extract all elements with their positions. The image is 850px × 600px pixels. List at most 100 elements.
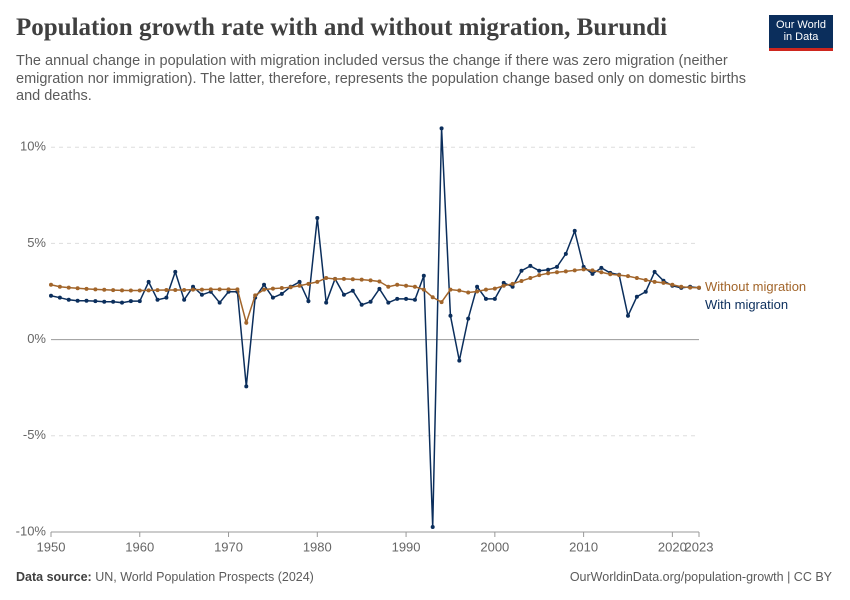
data-point <box>510 284 515 289</box>
data-point <box>315 216 320 221</box>
data-point <box>563 251 568 256</box>
data-point <box>412 284 417 289</box>
data-point <box>608 272 613 277</box>
data-point <box>315 279 320 284</box>
data-point <box>111 288 116 293</box>
data-point <box>670 282 675 287</box>
data-point <box>537 268 542 273</box>
data-point <box>191 287 196 292</box>
data-point <box>643 289 648 294</box>
data-point <box>368 278 373 283</box>
data-point <box>634 294 639 299</box>
data-point <box>182 297 187 302</box>
data-point <box>279 291 284 296</box>
data-point <box>421 287 426 292</box>
x-tick-label: 1950 <box>37 539 66 554</box>
x-tick-label: 1990 <box>392 539 421 554</box>
data-point <box>554 270 559 275</box>
logo-line: Our World <box>776 19 826 31</box>
data-point <box>120 288 125 293</box>
data-point <box>697 285 701 290</box>
series-line <box>50 128 700 528</box>
data-point <box>288 285 293 290</box>
data-point <box>448 287 453 292</box>
data-point <box>466 316 471 321</box>
logo[interactable]: Our World in Data <box>769 15 833 51</box>
data-point <box>377 286 382 291</box>
data-point <box>199 287 204 292</box>
x-tick-label: 1970 <box>214 539 243 554</box>
data-point <box>483 296 488 301</box>
data-point <box>262 287 267 292</box>
data-point <box>572 228 577 233</box>
data-point <box>146 288 151 293</box>
data-point <box>563 269 568 274</box>
source: Data source: UN, World Population Prospe… <box>16 570 314 584</box>
data-point <box>501 280 506 285</box>
y-tick-label: -5% <box>23 427 47 442</box>
data-point <box>226 287 231 292</box>
data-point <box>492 286 497 291</box>
data-point <box>57 284 62 289</box>
data-point <box>386 300 391 305</box>
data-point <box>66 285 71 290</box>
data-point <box>421 273 426 278</box>
data-point <box>554 264 559 269</box>
data-point <box>49 282 53 287</box>
data-point <box>359 302 364 307</box>
chart-subtitle: The annual change in population with mig… <box>16 53 746 104</box>
data-point <box>599 270 604 275</box>
data-point <box>253 293 258 298</box>
data-point <box>84 298 89 303</box>
data-point <box>457 288 462 293</box>
data-point <box>661 280 666 285</box>
y-tick-label: -10% <box>16 523 47 538</box>
data-point <box>191 284 196 289</box>
data-point <box>75 286 80 291</box>
data-point <box>57 295 62 300</box>
data-point <box>297 279 302 284</box>
footer-link[interactable]: OurWorldinData.org/population-growth | C… <box>569 570 832 584</box>
data-point <box>208 287 213 292</box>
data-point <box>519 278 524 283</box>
data-point <box>625 274 630 279</box>
data-point <box>306 299 311 304</box>
x-tick-label: 2023 <box>685 539 714 554</box>
data-point <box>377 279 382 284</box>
data-point <box>120 300 125 305</box>
data-point <box>634 276 639 281</box>
y-tick-label: 0% <box>27 331 46 346</box>
data-point <box>679 284 684 289</box>
data-point <box>395 282 400 287</box>
data-point <box>262 282 267 287</box>
data-point <box>235 287 240 292</box>
source-label: Data source: <box>16 570 92 584</box>
data-point <box>333 277 338 282</box>
x-tick-label: 2010 <box>569 539 598 554</box>
data-point <box>164 295 169 300</box>
data-point <box>306 281 311 286</box>
data-point <box>475 289 480 294</box>
data-point <box>368 299 373 304</box>
x-tick-label: 2020 <box>658 539 687 554</box>
data-point <box>448 313 453 318</box>
data-point <box>341 276 346 281</box>
data-point <box>93 299 98 304</box>
data-point <box>199 292 204 297</box>
data-point <box>528 276 533 281</box>
data-point <box>279 286 284 291</box>
x-tick-label: 1960 <box>125 539 154 554</box>
data-point <box>128 288 133 293</box>
data-point <box>537 273 542 278</box>
data-point <box>439 300 444 305</box>
data-point <box>102 287 107 292</box>
data-point <box>404 296 409 301</box>
data-point <box>297 283 302 288</box>
data-point <box>155 288 160 293</box>
chart: -10% -5% 0% 5% 10% 1950 1960 1970 1980 1990 2000 20… <box>16 126 806 554</box>
data-point <box>652 279 657 284</box>
data-point <box>173 287 178 292</box>
data-point <box>217 287 222 292</box>
data-point <box>324 300 329 305</box>
